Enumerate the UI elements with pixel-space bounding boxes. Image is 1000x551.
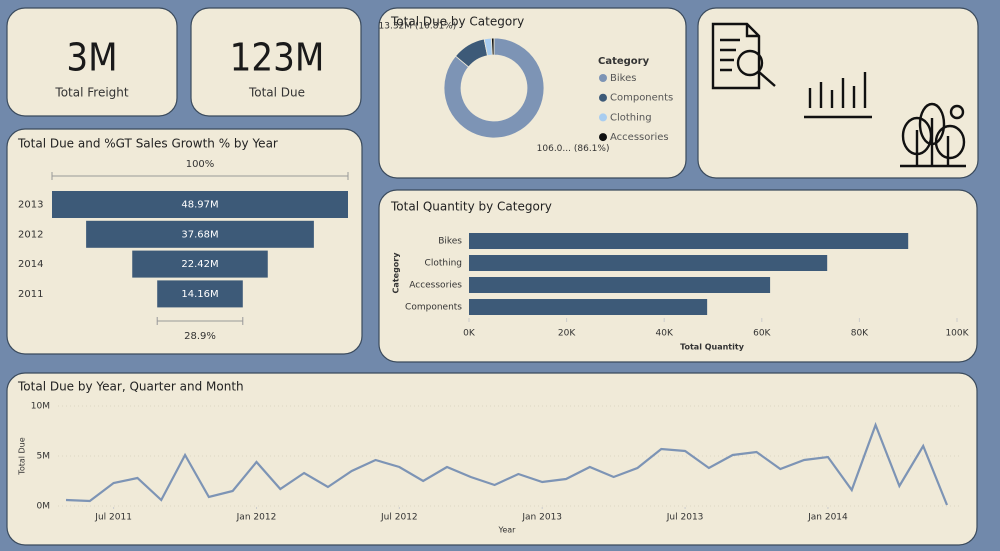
data-label: 48.97M (181, 200, 218, 211)
y-tick-label: Clothing (425, 259, 462, 269)
y-tick-label: Components (405, 303, 462, 313)
kpi-value: 123M (230, 36, 325, 80)
x-tick-label: Jan 2012 (236, 513, 277, 523)
kpi-value: 3M (66, 36, 117, 80)
card (6, 7, 178, 117)
bar (469, 255, 828, 271)
data-label: 106.0... (86.1%) (537, 144, 610, 154)
legend-marker (599, 74, 607, 82)
funnel-bar (52, 191, 348, 218)
data-label: 14.16M (181, 289, 218, 300)
x-tick-label: 40K (656, 329, 674, 339)
donut-slice (443, 37, 545, 139)
y-tick-label: Bikes (438, 237, 462, 247)
chart-title: Total Due and %GT Sales Growth % by Year (17, 137, 278, 151)
kpi-label: Total Freight (54, 86, 128, 100)
data-label: 13.32M (10.81%) (379, 22, 457, 32)
x-tick-label: Jul 2013 (666, 513, 704, 523)
bar (469, 277, 771, 293)
funnel-bar (132, 250, 268, 278)
y-tick-label: 5M (37, 452, 51, 462)
funnel-bar (157, 280, 243, 308)
chart-title: Total Due by Year, Quarter and Month (17, 380, 244, 394)
card (190, 7, 362, 117)
icon-report (711, 22, 776, 90)
x-tick-label: 60K (753, 329, 771, 339)
bar (469, 233, 909, 249)
chart-title: Total Due by Category (390, 15, 524, 29)
y-axis-label: Total Due (18, 437, 27, 475)
category-label: 2013 (18, 200, 43, 211)
y-axis-label: Category (392, 252, 401, 294)
legend-title: Category (598, 56, 650, 67)
funnel-bar (86, 220, 314, 248)
panel (697, 7, 979, 179)
x-tick-label: 20K (558, 329, 576, 339)
x-tick-label: Jul 2012 (380, 513, 418, 523)
bar (469, 299, 708, 315)
category-label: 2011 (18, 289, 43, 300)
category-label: 2014 (18, 259, 43, 270)
data-label: 22.42M (181, 259, 218, 270)
x-tick-label: 100K (945, 329, 969, 339)
legend-marker (599, 133, 607, 142)
legend-label: Accessories (610, 132, 669, 143)
x-axis-label: Total Quantity (680, 343, 745, 352)
legend-marker (599, 93, 607, 102)
x-tick-label: 80K (851, 329, 869, 339)
annotation: 28.9% (184, 331, 216, 342)
chart-title: Total Quantity by Category (390, 200, 552, 214)
legend-label: Components (610, 93, 673, 104)
annotation: 100% (186, 159, 215, 170)
x-tick-label: Jan 2014 (807, 513, 848, 523)
legend-label: Clothing (610, 112, 652, 123)
x-tick-label: Jan 2013 (521, 513, 562, 523)
y-tick-label: 0M (37, 502, 51, 512)
icon-chart (804, 72, 872, 119)
x-axis-label: Year (498, 526, 517, 535)
icon-trees (900, 102, 966, 168)
donut-slice (491, 37, 495, 56)
y-tick-label: 10M (31, 402, 50, 412)
data-label: 37.68M (181, 229, 218, 240)
legend-marker (599, 113, 607, 122)
line-series (65, 421, 949, 506)
x-tick-label: 0K (463, 329, 476, 339)
legend-label: Bikes (610, 73, 636, 84)
x-tick-label: Jul 2011 (94, 513, 132, 523)
y-tick-label: Accessories (409, 281, 462, 291)
category-label: 2012 (18, 229, 43, 240)
kpi-label: Total Due (248, 86, 305, 100)
panel (6, 372, 978, 546)
